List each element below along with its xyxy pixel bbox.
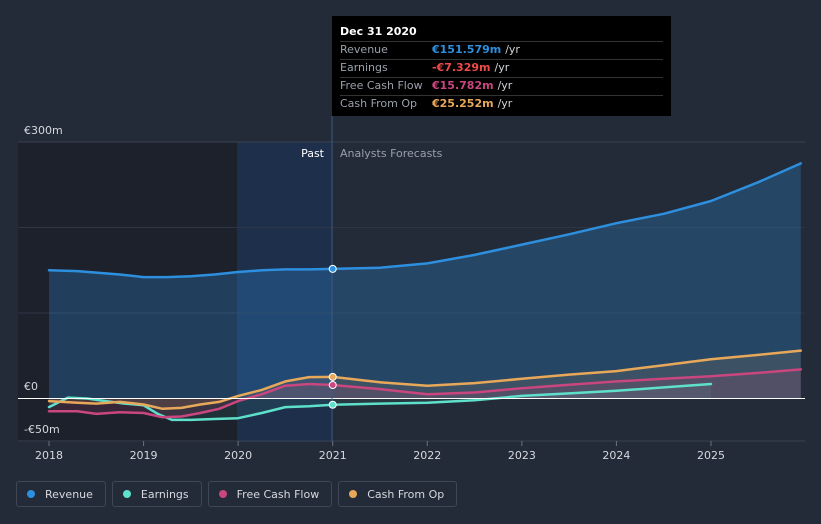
x-tick-label: 2022 [413,449,441,462]
tooltip-row-earnings: Earnings -€7.329m /yr [340,59,663,77]
tooltip: Dec 31 2020 Revenue €151.579m /yr Earnin… [332,16,671,116]
legend-dot-icon [122,490,131,498]
x-tick-label: 2025 [697,449,725,462]
tooltip-row-cash-from-op: Cash From Op €25.252m /yr [340,95,663,113]
legend-item-revenue[interactable]: Revenue [16,481,106,507]
x-tick-label: 2020 [224,449,252,462]
y-label-top: €300m [24,124,63,137]
tooltip-value: €151.579m [432,43,502,56]
tooltip-unit: /yr [494,61,510,74]
free-cash-flow-marker[interactable] [328,380,337,389]
past-label: Past [301,147,325,160]
legend-dot-icon [27,490,35,498]
tooltip-value: €15.782m [432,79,494,92]
x-tick-label: 2018 [35,449,63,462]
tooltip-date: Dec 31 2020 [340,25,417,38]
tooltip-value: -€7.329m [432,61,491,74]
cash-from-op-area [49,350,801,409]
legend: Revenue Earnings Free Cash Flow Cash Fro… [16,481,458,509]
tooltip-unit: /yr [505,43,520,56]
x-tick-label: 2019 [130,449,158,462]
legend-item-free-cash-flow[interactable]: Free Cash Flow [207,481,333,507]
tooltip-label: Free Cash Flow [340,79,423,92]
legend-dot-icon [218,490,227,498]
tooltip-unit: /yr [497,79,513,92]
earnings-marker[interactable] [328,400,337,409]
legend-label: Earnings [140,487,189,501]
legend-label: Revenue [45,487,93,501]
revenue-marker[interactable] [328,264,337,273]
x-tick-label: 2023 [508,449,536,462]
revenue-area [49,163,801,399]
free-cash-flow-area [49,369,801,418]
x-tick-label: 2021 [319,449,347,462]
legend-item-cash-from-op[interactable]: Cash From Op [338,481,458,507]
tooltip-label: Revenue [340,43,388,56]
x-tick-label: 2024 [602,449,630,462]
tooltip-value: €25.252m [432,97,494,110]
tooltip-label: Earnings [340,61,388,74]
forecast-label: Analysts Forecasts [340,147,443,160]
y-label-zero: €0 [24,380,38,393]
legend-label: Cash From Op [367,487,445,501]
free-cash-flow-line [47,368,803,419]
y-label-bottom: -€50m [24,423,60,436]
legend-dot-icon [349,490,358,498]
cash-from-op-line [47,349,803,411]
cash-from-op-marker[interactable] [328,372,337,381]
legend-item-earnings[interactable]: Earnings [111,481,202,507]
legend-label: Free Cash Flow [236,487,320,501]
tooltip-label: Cash From Op [340,97,418,110]
tooltip-row-free-cash-flow: Free Cash Flow €15.782m /yr [340,77,663,95]
revenue-line [47,162,803,279]
tooltip-unit: /yr [497,97,513,110]
tooltip-row-revenue: Revenue €151.579m /yr [340,41,663,59]
